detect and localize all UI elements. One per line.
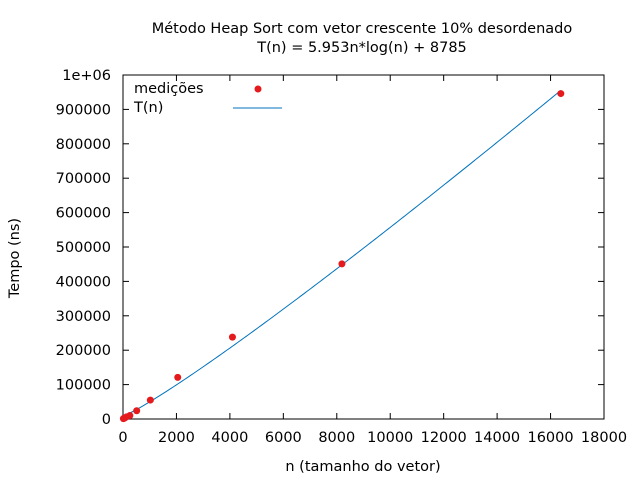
y-tick-label: 300000: [56, 309, 111, 325]
data-point: [228, 333, 236, 341]
legend-label-medicoes: medições: [134, 81, 204, 97]
legend-marker-medicoes: [254, 85, 262, 93]
x-tick-label: 10000: [367, 430, 413, 446]
data-point: [146, 396, 154, 404]
x-tick-label: 4000: [211, 430, 248, 446]
data-point: [174, 373, 182, 381]
legend-label-fit: T(n): [133, 100, 163, 116]
data-point: [338, 260, 346, 268]
x-tick-label: 18000: [581, 430, 627, 446]
x-tick-label: 12000: [421, 430, 467, 446]
y-tick-label: 1e+06: [62, 68, 111, 84]
data-points-layer: [119, 90, 565, 423]
y-tick-label: 900000: [56, 102, 111, 118]
x-tick-label: 16000: [527, 430, 573, 446]
x-axis-ticks: 0 2000 4000 6000 8000 10000 12000 14000 16000 180…: [118, 75, 627, 446]
chart-title-line2: T(n) = 5.953n*log(n) + 8785: [256, 40, 467, 56]
fit-line-layer: [123, 90, 562, 417]
y-tick-label: 800000: [56, 137, 111, 153]
y-tick-label: 0: [102, 412, 111, 428]
y-axis-label: Tempo (ns): [7, 218, 23, 299]
x-tick-label: 14000: [474, 430, 520, 446]
x-axis-label: n (tamanho do vetor): [285, 459, 440, 475]
plot-area-border: [122, 74, 605, 420]
x-tick-label: 2000: [158, 430, 195, 446]
fit-line: [123, 90, 562, 417]
data-point: [133, 407, 141, 415]
data-point: [557, 90, 565, 98]
legend: medições T(n): [133, 81, 282, 116]
x-tick-label: 0: [118, 430, 127, 446]
y-axis-ticks: 0 100000 200000 300000 400000 500000 600000 700…: [56, 68, 604, 428]
y-tick-label: 200000: [56, 343, 111, 359]
chart-title-line1: Método Heap Sort com vetor crescente 10%…: [152, 21, 573, 37]
y-tick-label: 100000: [56, 378, 111, 394]
y-axis-label-group: Tempo (ns): [7, 218, 23, 299]
y-tick-label: 700000: [56, 171, 111, 187]
x-tick-label: 6000: [265, 430, 302, 446]
y-tick-label: 500000: [56, 240, 111, 256]
y-tick-label: 600000: [56, 206, 111, 222]
y-tick-label: 400000: [56, 274, 111, 290]
x-tick-label: 8000: [318, 430, 355, 446]
data-point: [126, 412, 134, 420]
